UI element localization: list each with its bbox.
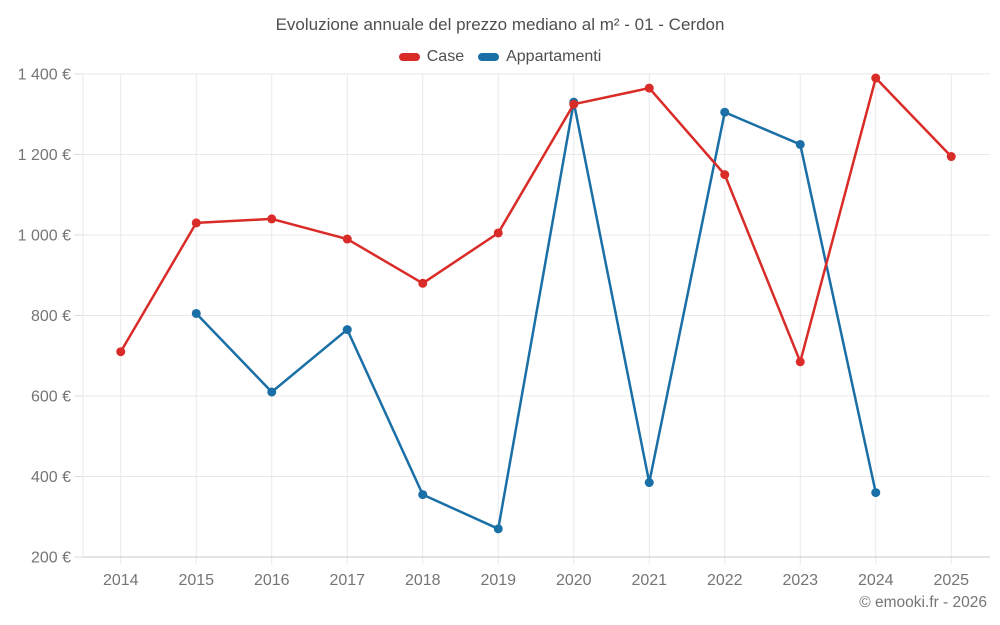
x-axis-label: 2019 <box>480 572 516 589</box>
series-point-appartamenti-2024 <box>871 488 881 498</box>
x-axis-label: 2025 <box>933 572 969 589</box>
x-axis-label: 2018 <box>405 572 441 589</box>
series-point-case-2017 <box>342 234 352 244</box>
case-series-swatch-icon <box>398 53 420 61</box>
y-axis-label: 1 200 € <box>18 147 71 164</box>
legend-item-appartamenti[interactable]: Appartamenti <box>478 48 601 66</box>
legend-label-case: Case <box>426 48 465 65</box>
series-point-case-2024 <box>871 73 881 83</box>
chart-legend: Case Appartamenti <box>0 48 1000 66</box>
x-axis-label: 2014 <box>103 572 139 589</box>
series-point-appartamenti-2017 <box>342 325 352 335</box>
x-axis-label: 2015 <box>178 572 214 589</box>
series-point-case-2022 <box>720 170 730 180</box>
series-point-appartamenti-2023 <box>795 139 805 149</box>
series-line-case <box>119 76 953 364</box>
appartamenti-series-swatch-icon <box>478 53 500 61</box>
series-point-case-2014 <box>116 347 126 357</box>
series-point-case-2018 <box>418 278 428 288</box>
y-axis-label: 1 000 € <box>18 228 71 245</box>
x-axis-label: 2023 <box>782 572 818 589</box>
series-point-appartamenti-2021 <box>644 478 654 488</box>
series-point-case-2016 <box>267 214 277 224</box>
x-axis-label: 2021 <box>631 572 667 589</box>
y-axis-label: 1 400 € <box>18 67 71 84</box>
series-point-case-2023 <box>795 357 805 367</box>
series-point-appartamenti-2019 <box>493 524 503 534</box>
legend-item-case[interactable]: Case <box>398 48 465 66</box>
x-axis-label: 2017 <box>329 572 365 589</box>
legend-label-appartamenti: Appartamenti <box>506 48 602 65</box>
series-point-case-2015 <box>191 218 201 228</box>
chart-title: Evoluzione annuale del prezzo mediano al… <box>275 15 725 34</box>
series-point-case-2019 <box>493 228 503 238</box>
x-axis-label: 2016 <box>254 572 290 589</box>
series-point-appartamenti-2022 <box>720 107 730 117</box>
series-line-appartamenti <box>195 100 877 531</box>
series-point-case-2020 <box>569 99 579 109</box>
series-point-case-2021 <box>644 83 654 93</box>
y-axis-label: 800 € <box>31 308 71 325</box>
series-point-case-2025 <box>946 152 956 162</box>
x-axis-label: 2020 <box>556 572 592 589</box>
series-point-appartamenti-2018 <box>418 490 428 500</box>
series-point-appartamenti-2015 <box>191 308 201 318</box>
copyright-text: © emooki.fr - 2026 <box>859 594 987 611</box>
x-axis-label: 2022 <box>707 572 743 589</box>
x-axis-label: 2024 <box>858 572 894 589</box>
series-point-appartamenti-2016 <box>267 387 277 397</box>
y-axis-label: 600 € <box>31 389 71 406</box>
y-axis-label: 400 € <box>31 469 71 486</box>
y-axis-label: 200 € <box>31 550 71 567</box>
